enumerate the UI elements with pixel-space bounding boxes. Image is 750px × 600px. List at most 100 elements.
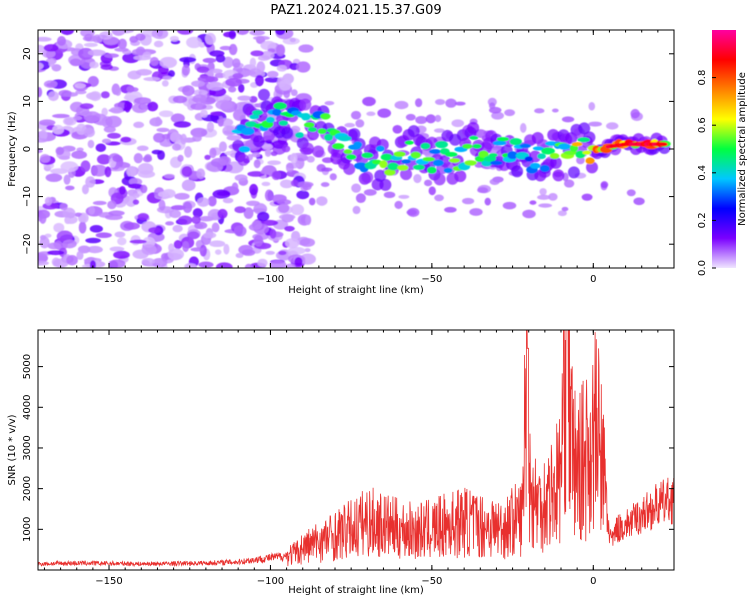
spectrogram-speckle [202,57,217,63]
spectrogram-speckle [173,239,183,250]
spectrogram-speckle [428,186,436,196]
spectrogram-ridge-halo [400,168,413,181]
spectrogram-ridge-peak [380,153,393,161]
spectrogram-speckle [279,179,294,189]
spectrogram-speckle [469,208,483,216]
spectrogram-speckle [182,241,190,253]
spectrogram-speckle [296,190,310,200]
spectrogram-ridge-peak [338,135,352,142]
spectrogram-ridge-halo [567,166,580,179]
spectrogram-speckle [39,153,51,163]
spectrogram-ridge-peak [537,153,546,160]
spectrogram-speckle [161,80,169,87]
spectrogram-speckle [231,182,239,192]
spectrogram-ridge-halo [301,142,314,155]
spectrogram-ridge-peak [427,166,437,174]
spectrogram-speckle [75,123,87,135]
spectrogram-speckle [394,200,403,209]
spectrogram-ridge-peak [324,133,334,141]
spectrogram-ridge-peak [301,113,311,121]
spectrogram-speckle [377,108,392,118]
spectrogram-speckle [56,36,67,46]
spectrogram-speckle [581,193,593,201]
spectrogram-speckle [355,119,365,128]
spectrogram-speckle [228,86,237,93]
spectrogram-ridge-halo [361,171,374,184]
spectrogram-speckle [407,207,420,218]
spectrogram-speckle [89,225,103,233]
spectrogram-speckle [235,252,244,259]
spectrogram-ridge-peak [577,137,590,143]
spectrogram-ridge-peak [361,152,374,159]
spectrogram-speckle [100,91,110,99]
spectrogram-speckle [44,196,53,206]
spectrogram-speckle [247,171,265,177]
spectrogram-speckle [123,222,140,230]
spectrogram-ridge-halo [252,135,265,148]
spectrogram-speckle [588,121,602,127]
spectrogram-ridge-peak [530,162,541,169]
spectrogram-speckle [588,101,596,111]
spectrogram-speckle [133,153,143,164]
spectrogram-ridge-peak [569,144,579,152]
spectrogram-speckle [135,46,146,56]
spectrogram-ridge-peak [472,143,482,149]
spectrogram-speckle [184,263,197,268]
spectrogram-speckle [484,197,491,206]
spectrogram-speckle [548,193,558,201]
spectrogram-speckle [405,113,416,121]
spectrogram-ridge-peak [295,132,304,139]
spectrogram-ridge-halo [348,128,361,141]
spectrogram-ridge-peak [404,140,414,145]
colorbar-tick-label: 0.6 [697,117,708,133]
spectrogram-speckle [85,176,96,188]
spectrogram-speckle [214,72,226,79]
spectrogram-ridge-halo [433,173,446,186]
spectrogram-ridge-halo [374,169,387,182]
spectrogram-speckle [279,214,296,220]
spectrogram-speckle [281,145,291,153]
spectrogram-y-axis-label: Frequency (Hz) [7,111,18,187]
spectrogram-speckle [462,197,475,205]
colorbar: 0.0 0.2 0.4 0.6 0.8 Normalized spectral ampl… [697,30,748,276]
spectrogram-y-tick-label: −20 [22,234,33,255]
spectrogram-ridge-peak [445,152,458,157]
spectrogram-speckle [53,258,69,268]
spectrogram-speckle [45,173,63,182]
spectrogram-speckle [52,124,65,135]
spectrogram-blobs [38,30,671,268]
spectrogram-speckle [282,37,300,45]
snr-x-tick-label: −150 [95,576,122,587]
spectrogram-speckle [296,61,311,73]
spectrogram-speckle [192,94,207,104]
spectrogram-speckle [206,121,215,133]
spectrogram-ridge-peak [492,140,507,146]
spectrogram-speckle [413,174,422,184]
spectrogram-ridge-peak [428,149,442,155]
spectrogram-speckle [222,197,234,204]
spectrogram-speckle [234,206,246,214]
snr-x-tick-label: −50 [421,576,442,587]
spectrogram-speckle [151,30,169,40]
spectrogram-speckle [128,177,143,186]
spectrogram-speckle [39,129,48,141]
spectrogram-ridge-peak [317,128,327,135]
spectrogram-speckle [149,56,159,66]
spectrogram-speckle [95,232,112,239]
spectrogram-speckle [132,103,148,113]
spectrogram-speckle [58,89,72,97]
spectrogram-speckle [270,151,278,157]
spectrogram-speckle [238,83,245,93]
spectrogram-speckle [561,116,575,123]
spectrogram-speckle [211,222,220,233]
spectrogram-speckle [132,199,140,205]
spectrogram-speckle [118,38,127,50]
spectrogram-speckle [62,239,77,249]
spectrogram-speckle [65,185,75,191]
spectrogram-speckle [241,249,256,256]
spectrogram-speckle [107,132,121,139]
spectrogram-speckle [79,103,94,110]
spectrogram-ridge-peak [343,149,353,155]
spectrogram-ridge-peak [332,143,345,150]
spectrogram-speckle [308,197,316,206]
